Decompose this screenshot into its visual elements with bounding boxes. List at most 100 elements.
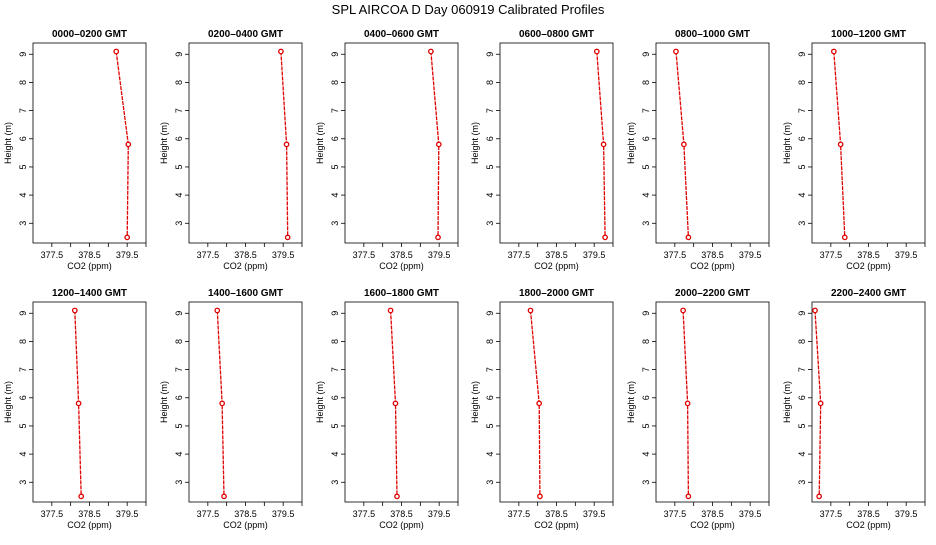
- y-axis-label: Height (m): [159, 122, 169, 164]
- y-tick-label: 9: [330, 52, 340, 57]
- data-point: [681, 141, 687, 148]
- y-axis-label: Height (m): [315, 122, 325, 164]
- x-tick-label: 378.5: [701, 250, 724, 260]
- y-tick-label: 6: [641, 395, 651, 400]
- y-tick-label: 8: [485, 339, 495, 344]
- y-tick-label: 4: [18, 193, 28, 198]
- data-point: [435, 234, 441, 241]
- x-tick-label: 377.5: [197, 509, 220, 519]
- y-tick-label: 8: [174, 339, 184, 344]
- y-tick-label: 3: [641, 221, 651, 226]
- panel-grid: 0000–0200 GMT 377.5 378.5 379.5 CO2 (ppm) 3 4 5…: [3, 29, 926, 530]
- y-axis-label: Height (m): [159, 381, 169, 423]
- y-tick-label: 3: [485, 480, 495, 485]
- x-tick-label: 377.5: [353, 250, 376, 260]
- x-axis-label: CO2 (ppm): [223, 520, 268, 530]
- data-point: [392, 400, 399, 407]
- x-axis-label: CO2 (ppm): [534, 520, 579, 530]
- y-tick-label: 9: [174, 311, 184, 316]
- y-tick-label: 6: [485, 136, 495, 141]
- x-tick-label: 379.5: [272, 250, 295, 260]
- y-tick-label: 5: [18, 423, 28, 428]
- y-tick-label: 4: [641, 193, 651, 198]
- plot-frame: [188, 301, 303, 503]
- y-tick-label: 3: [330, 221, 340, 226]
- x-tick-label: 377.5: [41, 250, 64, 260]
- data-point: [685, 493, 692, 500]
- data-point: [428, 48, 434, 55]
- y-tick-label: 4: [485, 193, 495, 198]
- x-tick-label: 377.5: [508, 509, 531, 519]
- data-point: [283, 141, 290, 148]
- y-tick-label: 5: [485, 423, 495, 428]
- data-point: [278, 48, 284, 55]
- y-axis-label: Height (m): [470, 122, 480, 164]
- data-point: [78, 493, 85, 500]
- y-tick-label: 9: [174, 52, 184, 57]
- profile-panel: 1800–2000 GMT 377.5 378.5 379.5 CO2 (ppm) 3 4 5…: [470, 288, 614, 530]
- y-tick-label: 7: [485, 367, 495, 372]
- panel-title: 1800–2000 GMT: [519, 288, 594, 299]
- x-tick-label: 378.5: [78, 509, 101, 519]
- y-tick-label: 9: [18, 311, 28, 316]
- data-point: [837, 141, 844, 148]
- y-tick-label: 6: [797, 395, 807, 400]
- data-point: [685, 234, 692, 241]
- y-tick-label: 5: [174, 164, 184, 169]
- y-tick-label: 3: [18, 480, 28, 485]
- y-tick-label: 4: [18, 452, 28, 457]
- y-tick-label: 9: [485, 52, 495, 57]
- x-axis-label: CO2 (ppm): [846, 520, 891, 530]
- y-tick-label: 7: [18, 108, 28, 113]
- data-point: [537, 493, 543, 500]
- plot-frame: [32, 301, 147, 503]
- y-tick-label: 3: [485, 221, 495, 226]
- y-tick-label: 9: [797, 52, 807, 57]
- x-tick-label: 378.5: [390, 509, 413, 519]
- y-tick-label: 7: [174, 367, 184, 372]
- y-tick-label: 4: [330, 193, 340, 198]
- y-tick-label: 4: [797, 452, 807, 457]
- y-tick-label: 8: [797, 339, 807, 344]
- data-point: [71, 307, 78, 314]
- y-tick-label: 6: [641, 136, 651, 141]
- x-tick-label: 379.5: [428, 250, 451, 260]
- panel-title: 1000–1200 GMT: [831, 29, 906, 40]
- y-tick-label: 7: [330, 367, 340, 372]
- y-axis-label: Height (m): [470, 381, 480, 423]
- y-axis-label: Height (m): [3, 122, 13, 164]
- x-axis-label: CO2 (ppm): [223, 261, 268, 271]
- x-tick-label: 378.5: [545, 250, 568, 260]
- x-tick-label: 377.5: [664, 250, 687, 260]
- y-tick-label: 8: [18, 80, 28, 85]
- x-tick-label: 378.5: [857, 250, 880, 260]
- data-point: [673, 48, 679, 55]
- x-tick-label: 377.5: [508, 250, 531, 260]
- y-tick-label: 4: [485, 452, 495, 457]
- y-tick-label: 7: [641, 108, 651, 113]
- data-point: [841, 234, 848, 241]
- y-tick-label: 6: [797, 136, 807, 141]
- x-tick-label: 378.5: [234, 250, 257, 260]
- data-point: [817, 400, 824, 407]
- y-tick-label: 5: [797, 164, 807, 169]
- y-tick-label: 4: [330, 452, 340, 457]
- y-tick-label: 9: [641, 311, 651, 316]
- data-point: [219, 400, 225, 407]
- plot-frame: [811, 301, 926, 503]
- plot-frame: [344, 301, 459, 503]
- x-tick-label: 378.5: [545, 509, 568, 519]
- profile-panel: 2200–2400 GMT 377.5 378.5 379.5 CO2 (ppm) 3 4 5…: [782, 288, 926, 530]
- data-point: [680, 307, 686, 314]
- data-point: [816, 493, 823, 500]
- y-tick-label: 3: [641, 480, 651, 485]
- y-tick-label: 8: [330, 339, 340, 344]
- y-tick-label: 5: [485, 164, 495, 169]
- profile-panel: 0000–0200 GMT 377.5 378.5 379.5 CO2 (ppm) 3 4 5…: [3, 29, 147, 271]
- y-tick-label: 5: [641, 164, 651, 169]
- y-tick-label: 7: [330, 108, 340, 113]
- plot-frame: [499, 42, 614, 244]
- x-axis-label: CO2 (ppm): [379, 261, 424, 271]
- y-tick-label: 8: [485, 80, 495, 85]
- data-point: [125, 141, 132, 148]
